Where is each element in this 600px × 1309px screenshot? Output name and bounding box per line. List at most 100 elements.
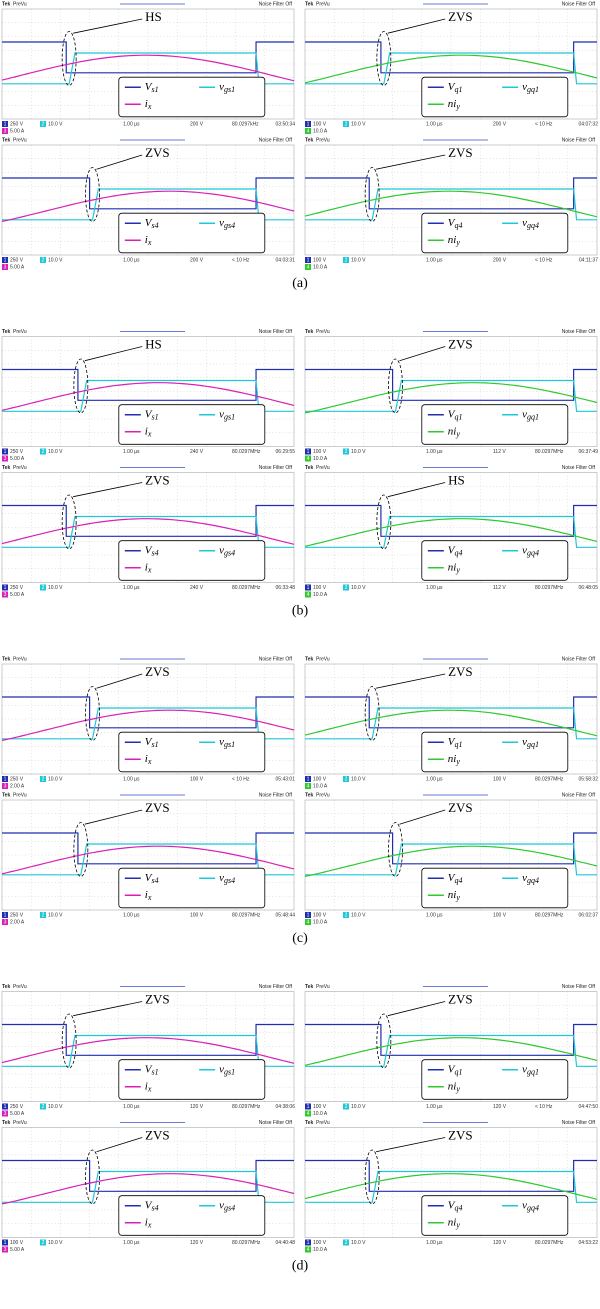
channel-number: 4	[307, 1111, 310, 1117]
scope-panel: TekPreVuNoise Filter OffZVSVq1vgq1niy110…	[305, 329, 598, 462]
scope-filter: Noise Filter Off	[562, 137, 596, 143]
legend-box	[422, 732, 568, 772]
legend-box	[119, 1196, 265, 1236]
scope-panel: TekPreVuNoise Filter OffHSVs1vgs1ix1250 …	[2, 329, 295, 462]
channel-number: 3	[4, 783, 7, 789]
channel-number: 1	[4, 121, 7, 127]
timebase: 1.00 µs	[426, 1104, 443, 1110]
frequency: 80.0297MHz	[535, 585, 564, 591]
channel-scale: 250 V	[10, 257, 24, 263]
channel-number: 1	[4, 776, 7, 782]
legend-subscript: gq1	[527, 85, 539, 94]
scope-mode: PreVu	[13, 1120, 27, 1126]
legend-subscript: gq4	[527, 1204, 539, 1213]
trigger-level: 240 V	[190, 585, 204, 591]
channel-number: 1	[4, 449, 7, 455]
frequency: 80.0297MHz	[232, 912, 261, 918]
scope-filter: Noise Filter Off	[259, 137, 293, 143]
channel-scale: 10.0 V	[351, 257, 366, 263]
trigger-level: 112 V	[493, 585, 506, 591]
scope-filter: Noise Filter Off	[562, 1120, 596, 1126]
scope-filter: Noise Filter Off	[259, 329, 293, 335]
legend-subscript: s4	[152, 1204, 159, 1213]
frequency: 80.0297MHz	[535, 449, 564, 455]
annotation-label: ZVS	[145, 664, 170, 679]
channel-number: 1	[307, 1104, 310, 1110]
timebase: 1.00 µs	[426, 585, 443, 591]
frequency: 80.0297MHz	[232, 1240, 261, 1246]
scope-filter: Noise Filter Off	[259, 792, 293, 798]
annotation-label: ZVS	[448, 336, 473, 351]
frequency: 80.0297MHz	[535, 1240, 564, 1246]
channel-number: 2	[345, 1104, 348, 1110]
scope-panel: TekPreVuNoise Filter OffZVSVs4vgs4ix1250…	[2, 137, 295, 270]
clock: 04:47:50	[579, 1104, 599, 1110]
channel-number: 1	[307, 1240, 310, 1246]
group-label: (c)	[292, 931, 308, 946]
scope-panel: TekPreVuNoise Filter OffZVSVs4vgs4ix1250…	[2, 465, 295, 598]
channel-scale: 250 V	[10, 449, 24, 455]
legend-subscript: y	[455, 757, 460, 766]
legend-subscript: gs1	[224, 740, 235, 749]
clock: 04:03:31	[276, 257, 296, 263]
timebase: 1.00 µs	[426, 449, 443, 455]
legend-subscript: gs1	[224, 1068, 235, 1077]
channel-number: 2	[345, 1240, 348, 1246]
legend-subscript: y	[455, 893, 460, 902]
clock: 06:48:05	[579, 585, 599, 591]
legend-subscript: s1	[152, 1068, 159, 1077]
scope-mode: PreVu	[316, 1, 330, 7]
legend-box	[422, 405, 568, 445]
legend-subscript: q4	[455, 221, 463, 230]
scope-brand: Tek	[2, 465, 10, 471]
scope-filter: Noise Filter Off	[259, 656, 293, 662]
channel-scale: 10.0 V	[48, 1104, 63, 1110]
scope-brand: Tek	[305, 792, 313, 798]
clock: 05:43:01	[276, 776, 296, 782]
legend-subscript: s1	[152, 413, 159, 422]
scope-mode: PreVu	[13, 984, 27, 990]
group-label: (b)	[292, 604, 309, 619]
legend-subscript: gs4	[224, 876, 235, 885]
channel-scale: 10.0 V	[351, 121, 366, 127]
channel-scale: 10.0 V	[48, 257, 63, 263]
frequency: 80.0297MHz	[232, 1104, 261, 1110]
trigger-level: 200 V	[493, 257, 507, 263]
legend-subscript: x	[147, 1085, 152, 1094]
scope-panel: TekPreVuNoise Filter OffZVSVq4vgq4niy110…	[305, 792, 598, 925]
channel-number: 1	[4, 585, 7, 591]
clock: 05:48:44	[276, 912, 296, 918]
channel-scale: 100 V	[313, 585, 327, 591]
clock: 04:53:22	[579, 1240, 599, 1246]
clock: 06:02:37	[579, 912, 599, 918]
figure: (a)TekPreVuNoise Filter OffHSVs1vgs1ix12…	[0, 0, 600, 1309]
legend-box	[119, 213, 265, 253]
channel-scale: 10.0 A	[313, 1111, 328, 1117]
channel-scale: 10.0 V	[48, 585, 63, 591]
channel-number: 4	[307, 592, 310, 598]
scope-panel: TekPreVuNoise Filter OffZVSVq1vgq1niy110…	[305, 984, 598, 1117]
channel-scale: 250 V	[10, 121, 24, 127]
scope-filter: Noise Filter Off	[562, 792, 596, 798]
legend-subscript: s1	[152, 740, 159, 749]
annotation-label: ZVS	[145, 800, 170, 815]
channel-scale: 250 V	[10, 1104, 24, 1110]
channel-scale: 10.0 A	[313, 1247, 328, 1253]
frequency: < 10 Hz	[232, 776, 250, 782]
channel-number: 2	[345, 449, 348, 455]
scope-brand: Tek	[305, 1, 313, 7]
channel-number: 4	[307, 783, 310, 789]
scope-brand: Tek	[2, 137, 10, 143]
trigger-level: 100 V	[190, 912, 204, 918]
legend-subscript: gq1	[527, 1068, 539, 1077]
scope-brand: Tek	[305, 656, 313, 662]
group-label: (d)	[292, 1259, 309, 1274]
legend-subscript: gq4	[527, 221, 539, 230]
frequency: < 10 Hz	[535, 1104, 553, 1110]
channel-number: 1	[307, 121, 310, 127]
legend-subscript: s4	[152, 221, 159, 230]
channel-number: 3	[4, 264, 7, 270]
legend-subscript: gq1	[527, 413, 539, 422]
annotation-label: ZVS	[448, 145, 473, 160]
